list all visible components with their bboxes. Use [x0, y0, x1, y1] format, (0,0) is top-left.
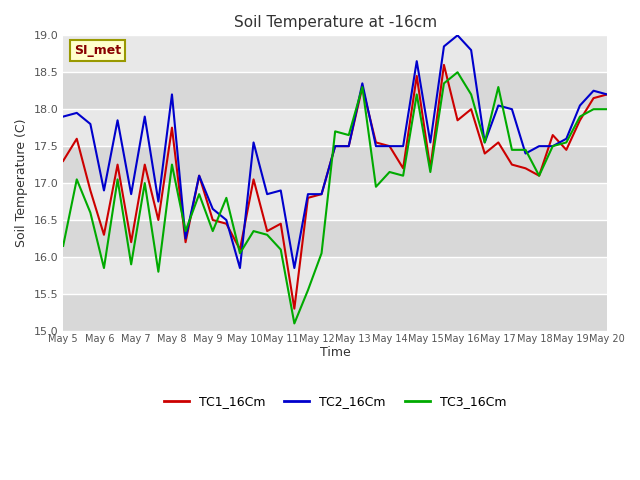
- Legend: TC1_16Cm, TC2_16Cm, TC3_16Cm: TC1_16Cm, TC2_16Cm, TC3_16Cm: [159, 390, 511, 413]
- Bar: [63, 36, 607, 72]
- X-axis label: Time: Time: [320, 347, 351, 360]
- Bar: [63, 294, 607, 331]
- Bar: [63, 72, 607, 109]
- Y-axis label: Soil Temperature (C): Soil Temperature (C): [15, 119, 28, 247]
- Bar: [63, 183, 607, 220]
- Bar: [63, 146, 607, 183]
- Bar: [63, 257, 607, 294]
- Title: Soil Temperature at -16cm: Soil Temperature at -16cm: [234, 15, 436, 30]
- Text: SI_met: SI_met: [74, 44, 121, 57]
- Bar: [63, 109, 607, 146]
- Bar: [63, 220, 607, 257]
